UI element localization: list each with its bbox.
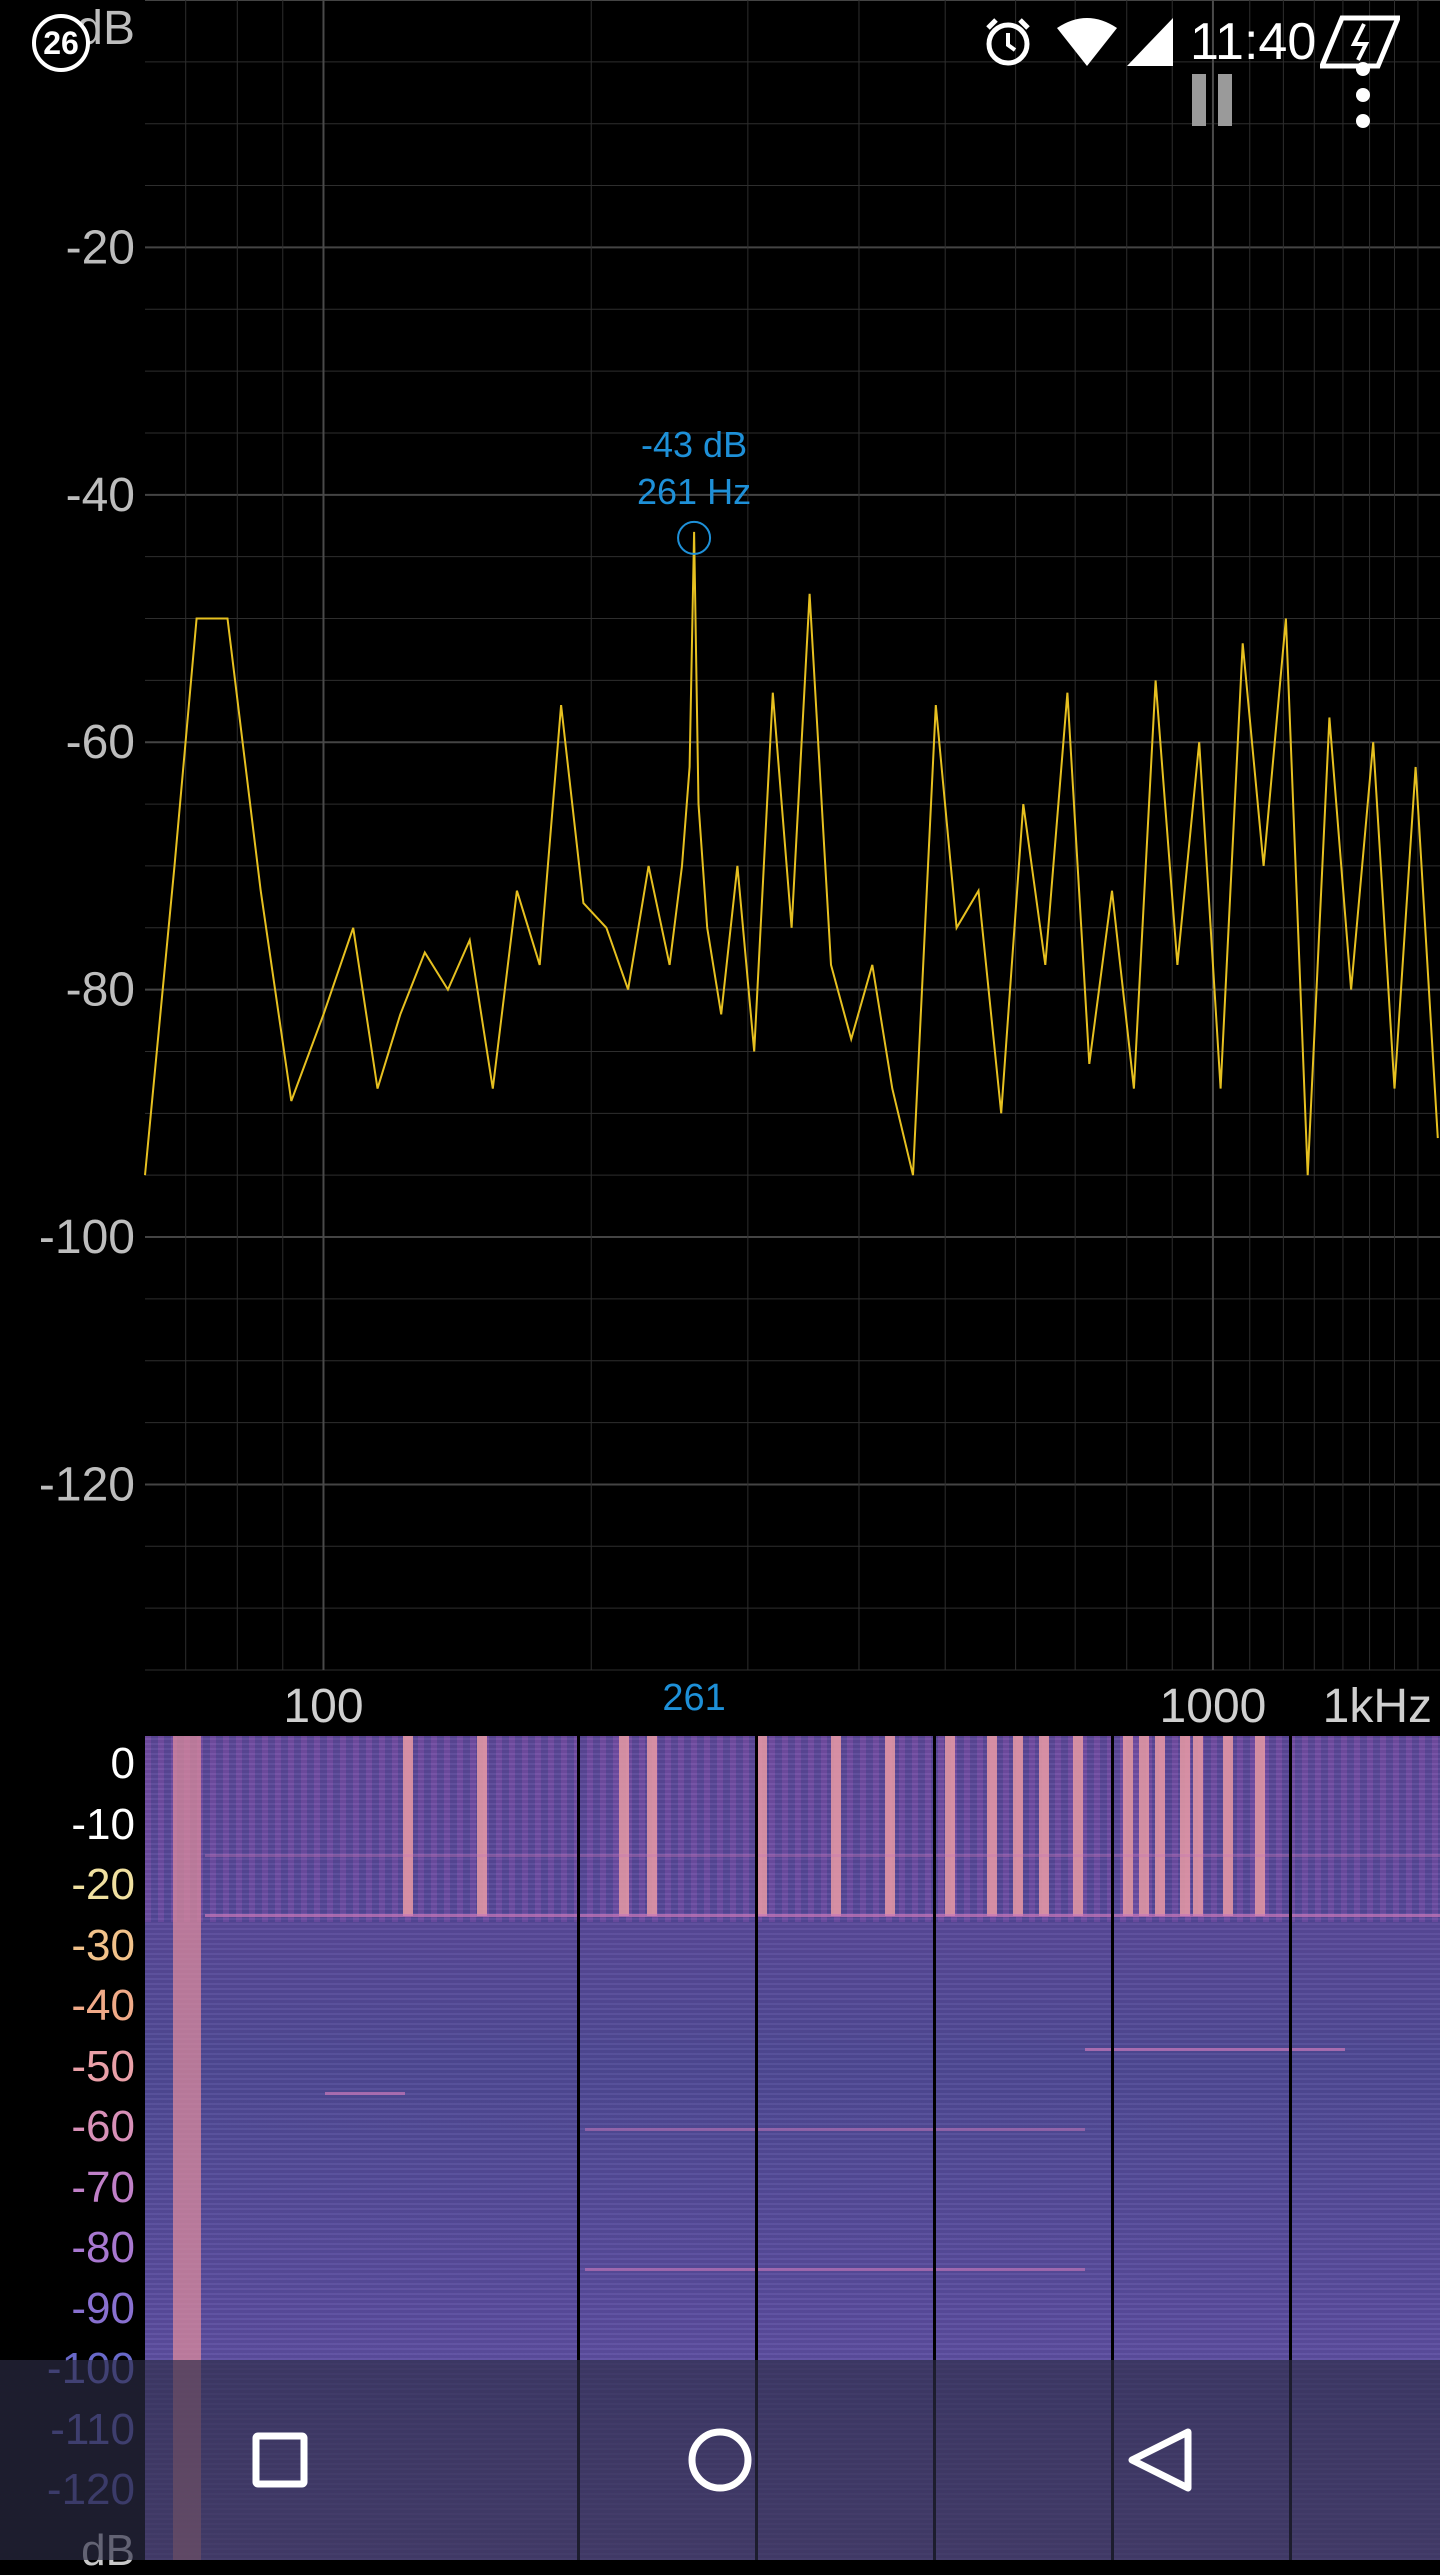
- peak-level-label: -43 dB: [641, 424, 747, 465]
- peak-frequency-tick: 261: [662, 1677, 725, 1719]
- more-vert-icon: [1356, 62, 1370, 76]
- spectrogram-scale-label: -90: [71, 2283, 135, 2333]
- wifi-icon: [1055, 14, 1119, 75]
- peak-marker: -43 dB 261 Hz: [637, 424, 751, 555]
- spectrogram-scale-label: -70: [71, 2162, 135, 2212]
- db-axis-label: -120: [39, 1458, 135, 1511]
- spectrogram-scale-label: 0: [110, 1739, 135, 1788]
- frequency-axis-label: 1000: [1160, 1680, 1267, 1733]
- peak-circle: [677, 520, 712, 555]
- frequency-axis-label: 100: [283, 1680, 363, 1733]
- spectrogram-scale-label: -60: [71, 2102, 135, 2151]
- home-button[interactable]: [620, 2360, 820, 2560]
- spectrogram-scale-label: -50: [71, 2041, 135, 2091]
- db-axis-label: -80: [66, 964, 135, 1017]
- back-icon: [1128, 2428, 1192, 2492]
- frequency-axis-label: 1kHz: [1323, 1680, 1432, 1733]
- pause-icon: [1192, 74, 1206, 126]
- cell-signal-icon: [1125, 14, 1175, 75]
- spectrogram-scale-label: -10: [71, 1799, 135, 1849]
- db-axis-label: -40: [66, 469, 135, 522]
- spectrum-line: [144, 531, 1439, 1176]
- alarm-icon: [980, 14, 1036, 75]
- spectrogram-scale-label: -40: [71, 1981, 135, 2030]
- spectrum-grid: [145, 0, 1440, 1671]
- battery-charging-icon: [1318, 14, 1402, 75]
- recents-icon: [252, 2432, 308, 2488]
- peak-frequency-label: 261 Hz: [637, 471, 751, 512]
- status-clock: 11:40: [1190, 13, 1317, 71]
- db-axis-label: -60: [66, 716, 135, 769]
- status-bar: 26 11:40: [0, 0, 1440, 84]
- notification-count-badge: 26: [32, 14, 90, 72]
- recents-button[interactable]: [180, 2360, 380, 2560]
- more-options-button[interactable]: [1350, 62, 1376, 132]
- pause-button[interactable]: [1192, 74, 1238, 126]
- db-axis-label: -100: [39, 1211, 135, 1264]
- spectrogram-scale-label: -20: [71, 1860, 135, 1909]
- back-button[interactable]: [1060, 2360, 1260, 2560]
- navigation-bar: [0, 2360, 1440, 2560]
- spectrogram-scale-label: -80: [71, 2223, 135, 2272]
- spectrogram-scale-label: -30: [71, 1920, 135, 1970]
- home-icon: [688, 2428, 752, 2492]
- db-axis-label: -20: [66, 221, 135, 274]
